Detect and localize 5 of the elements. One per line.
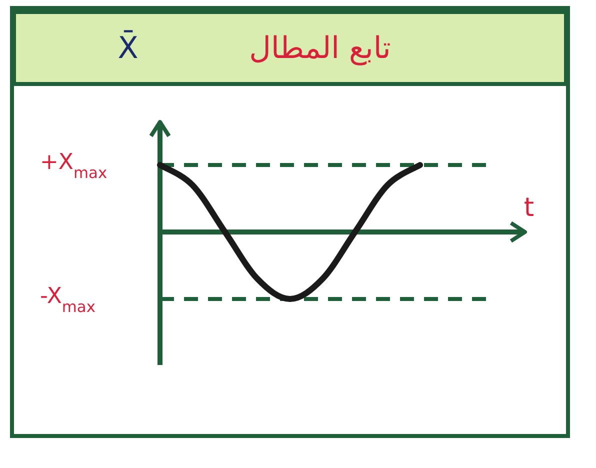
chart-title: تابع المطال: [249, 31, 391, 66]
ref-line-label: +X$_{max}$: [40, 150, 108, 182]
chart-subtitle: X̄: [118, 30, 138, 66]
x-axis-title: t: [524, 193, 534, 223]
ref-line-label: -X$_{max}$: [40, 284, 96, 316]
